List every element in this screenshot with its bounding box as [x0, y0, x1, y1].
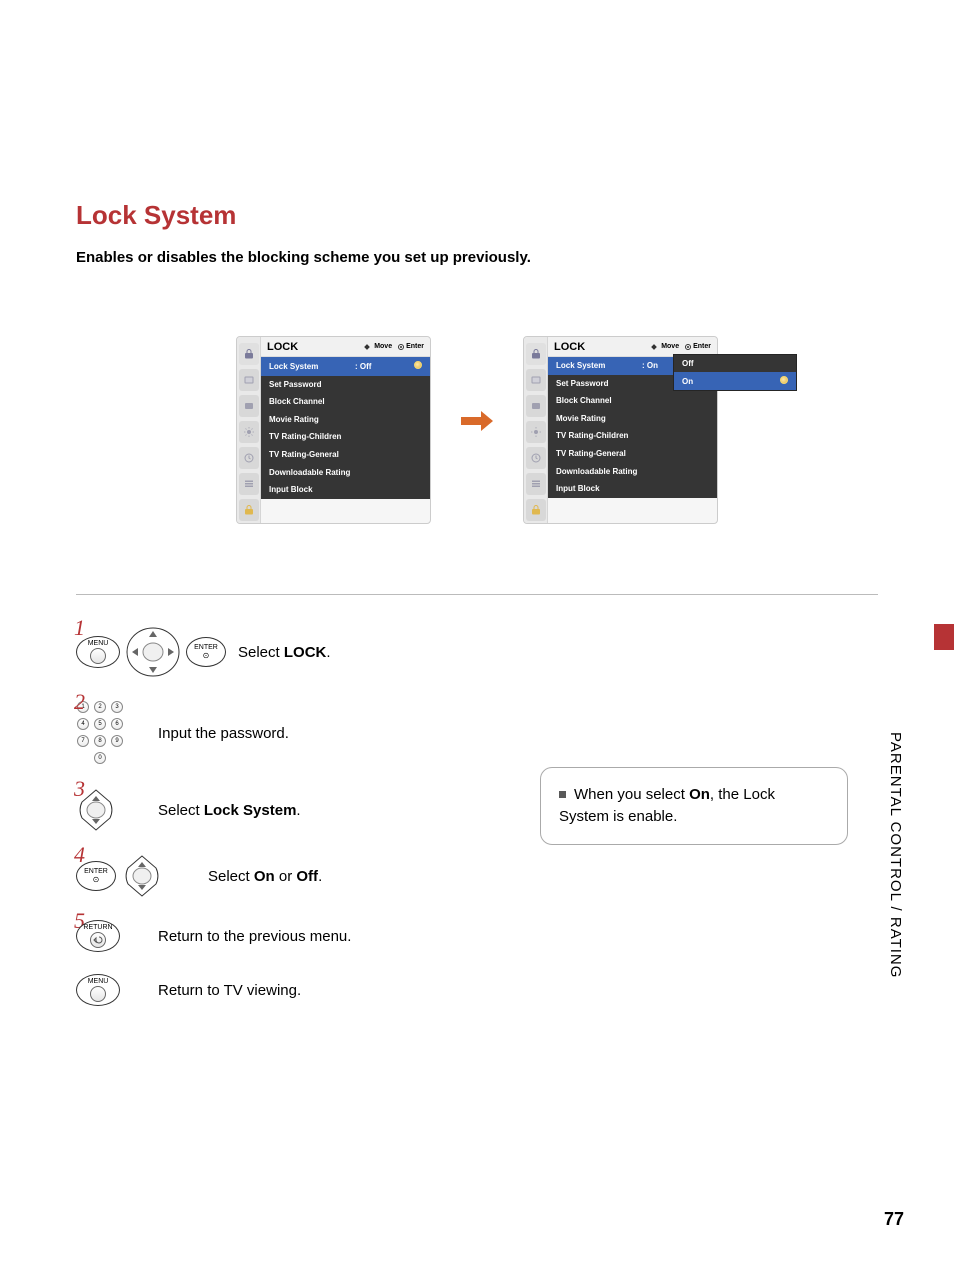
step-text: Select Lock System. [158, 802, 301, 819]
menu-button[interactable]: MENU [76, 636, 120, 668]
step-text: Return to the previous menu. [158, 928, 351, 945]
step-text: Return to TV viewing. [158, 982, 301, 999]
step-4: 4 ENTER ⊙ Select On or Off. [76, 854, 878, 898]
step-1: 1 MENU ENTER [76, 625, 878, 679]
osd-popup: Off On [673, 354, 797, 391]
dpad-icon[interactable] [126, 625, 180, 679]
step-5: 5 RETURN Return to the previous menu. [76, 920, 878, 952]
osd-row-block-channel[interactable]: Block Channel [548, 392, 717, 410]
osd-row-movie-rating[interactable]: Movie Rating [548, 410, 717, 428]
step-text: Input the password. [158, 725, 289, 742]
lock-tab-icon-2 [526, 499, 546, 521]
cursor-icon [780, 376, 788, 386]
osd-row-downloadable-rating[interactable]: Downloadable Rating [548, 463, 717, 481]
step-number: 3 [74, 776, 85, 802]
divider [76, 594, 878, 595]
osd-sidebar [237, 337, 261, 523]
audio-tab-icon [526, 395, 546, 417]
osd-header-enter: Enter [685, 343, 711, 350]
step-text: Select On or Off. [208, 868, 322, 885]
osd-row-input-block[interactable]: Input Block [548, 480, 717, 498]
page-title: Lock System [76, 200, 878, 231]
picture-tab-icon [526, 369, 546, 391]
osd-row-set-password[interactable]: Set Password [261, 376, 430, 394]
return-button[interactable]: RETURN [76, 920, 120, 952]
cursor-icon [412, 361, 422, 372]
osd-row-tv-rating-general[interactable]: TV Rating-General [548, 445, 717, 463]
step-number: 1 [74, 615, 85, 641]
lock-tab-icon [526, 343, 546, 365]
note-box: When you select On, the Lock System is e… [540, 767, 848, 845]
osd-row-movie-rating[interactable]: Movie Rating [261, 411, 430, 429]
bullet-icon [559, 791, 566, 798]
popup-option-off[interactable]: Off [674, 355, 796, 372]
popup-option-on[interactable]: On [674, 372, 796, 390]
step-6: MENU Return to TV viewing. [76, 974, 878, 1006]
osd-row-lock-system[interactable]: Lock System : Off [261, 357, 430, 376]
enter-button[interactable]: ENTER ⊙ [186, 637, 226, 667]
step-text: Select LOCK. [238, 644, 331, 661]
page-subtitle: Enables or disables the blocking scheme … [76, 249, 878, 266]
updown-icon[interactable] [122, 854, 162, 898]
lock-tab-icon-2 [239, 499, 259, 521]
brightness-tab-icon [239, 421, 259, 443]
osd-header-enter: Enter [398, 343, 424, 350]
time-tab-icon [239, 447, 259, 469]
osd-row-input-block[interactable]: Input Block [261, 481, 430, 499]
step-2: 2 123 456 789 0 Input the password. [76, 701, 878, 766]
audio-tab-icon [239, 395, 259, 417]
osd-row-tv-rating-children[interactable]: TV Rating-Children [261, 428, 430, 446]
osd-header-move: Move [362, 342, 392, 352]
osd-panels-row: LOCK Move Enter Lock System : Off Set Pa… [76, 336, 878, 524]
osd-row-downloadable-rating[interactable]: Downloadable Rating [261, 464, 430, 482]
step-number: 2 [74, 689, 85, 715]
page-number: 77 [884, 1209, 904, 1230]
picture-tab-icon [239, 369, 259, 391]
osd-header: LOCK Move Enter [261, 337, 430, 357]
enter-button[interactable]: ENTER ⊙ [76, 861, 116, 891]
option-tab-icon [239, 473, 259, 495]
brightness-tab-icon [526, 421, 546, 443]
osd-row-tv-rating-general[interactable]: TV Rating-General [261, 446, 430, 464]
menu-button[interactable]: MENU [76, 974, 120, 1006]
time-tab-icon [526, 447, 546, 469]
osd-panel-left: LOCK Move Enter Lock System : Off Set Pa… [236, 336, 431, 524]
option-tab-icon [526, 473, 546, 495]
osd-sidebar [524, 337, 548, 523]
osd-header-title: LOCK [554, 341, 643, 353]
osd-header-title: LOCK [267, 341, 356, 353]
osd-row-block-channel[interactable]: Block Channel [261, 393, 430, 411]
osd-row-tv-rating-children[interactable]: TV Rating-Children [548, 427, 717, 445]
lock-tab-icon [239, 343, 259, 365]
osd-header-move: Move [649, 342, 679, 352]
transition-arrow [459, 336, 495, 506]
